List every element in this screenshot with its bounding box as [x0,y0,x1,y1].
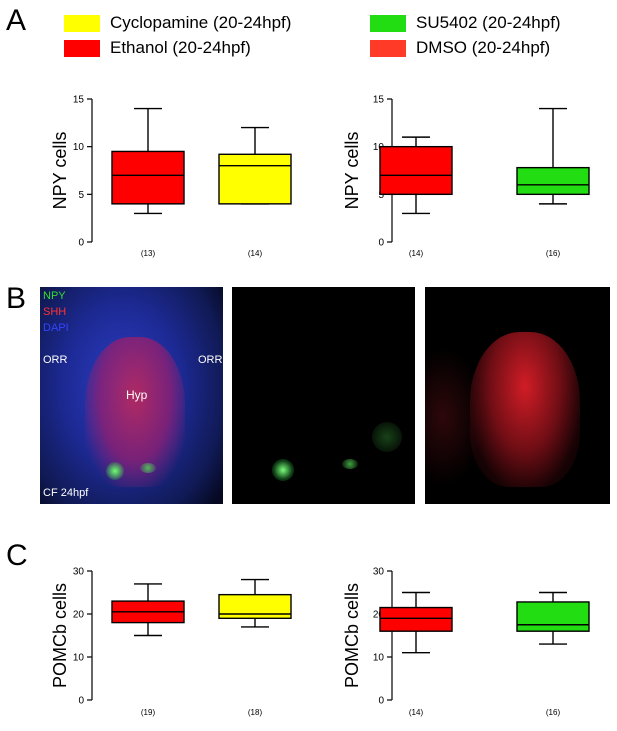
legend-label: DMSO (20-24hpf) [416,38,551,57]
box [516,166,590,196]
legend-item-ethanol: Ethanol (20-24hpf) [64,38,251,58]
y-axis-label: POMCb cells [50,583,70,688]
y-axis-label: NPY cells [50,132,70,210]
category-label: (14) [248,249,263,258]
legend-label: Ethanol (20-24hpf) [110,38,251,57]
y-tick-label: 10 [73,142,85,153]
box [516,601,590,632]
y-tick-label: 0 [378,238,384,249]
legend-swatch [370,14,406,32]
panel-label-c: C [6,539,28,572]
y-tick-label: 5 [78,190,84,201]
y-tick-label: 10 [373,142,385,153]
npy-boxplot-left: 0 5 10 15 NPY cells (13) (14) [50,95,292,258]
category-label: (19) [141,708,156,717]
box [379,145,453,196]
y-tick-label: 30 [373,567,385,578]
microscopy-shh-channel [425,287,610,504]
orr-left-label: ORR [43,354,68,366]
legend-label: SU5402 (20-24hpf) [416,13,561,32]
legend-swatch [64,39,100,57]
pomcb-boxplot-right: 0 10 20 30 POMCb cells (14) (16) [342,567,590,717]
y-tick-label: 10 [373,653,385,664]
y-tick-label: 30 [73,567,85,578]
panel-label-b: B [6,282,27,315]
panel-label-a: A [6,4,27,37]
category-label: (16) [546,708,561,717]
channel-label-dapi: DAPI [43,322,69,334]
y-tick-label: 5 [378,190,384,201]
legend-item-su5402: SU5402 (20-24hpf) [370,13,561,33]
category-label: (18) [248,708,263,717]
category-label: (16) [546,249,561,258]
box [379,606,453,632]
legend-swatch [370,39,406,57]
y-tick-label: 20 [73,610,85,621]
microscopy-merged: NPY SHH DAPI ORR ORR Hyp CF 24hpf [40,287,223,504]
legend-label: Cyclopamine (20-24hpf) [110,13,292,32]
y-axis-label: POMCb cells [342,583,362,688]
y-tick-label: 0 [378,696,384,707]
box [218,153,292,205]
hyp-label: Hyp [126,388,148,402]
orr-right-label: ORR [198,354,223,366]
legend-swatch [64,14,100,32]
stage-label: CF 24hpf [43,487,89,499]
y-tick-label: 20 [373,610,385,621]
y-axis-label: NPY cells [342,132,362,210]
y-tick-label: 15 [73,95,85,106]
legend-item-cyclopamine: Cyclopamine (20-24hpf) [64,13,291,33]
box [218,593,292,620]
npy-boxplot-right: 0 5 10 15 NPY cells (14) (16) [342,95,590,258]
y-tick-label: 0 [78,238,84,249]
y-tick-label: 0 [78,696,84,707]
channel-label-npy: NPY [43,290,66,302]
y-tick-label: 10 [73,653,85,664]
channel-label-shh: SHH [43,306,67,318]
category-label: (14) [409,249,424,258]
microscopy-npy-channel [232,287,415,504]
box [111,150,185,205]
y-tick-label: 15 [373,95,385,106]
category-label: (13) [141,249,156,258]
legend-item-dmso: DMSO (20-24hpf) [370,38,550,58]
category-label: (14) [409,708,424,717]
